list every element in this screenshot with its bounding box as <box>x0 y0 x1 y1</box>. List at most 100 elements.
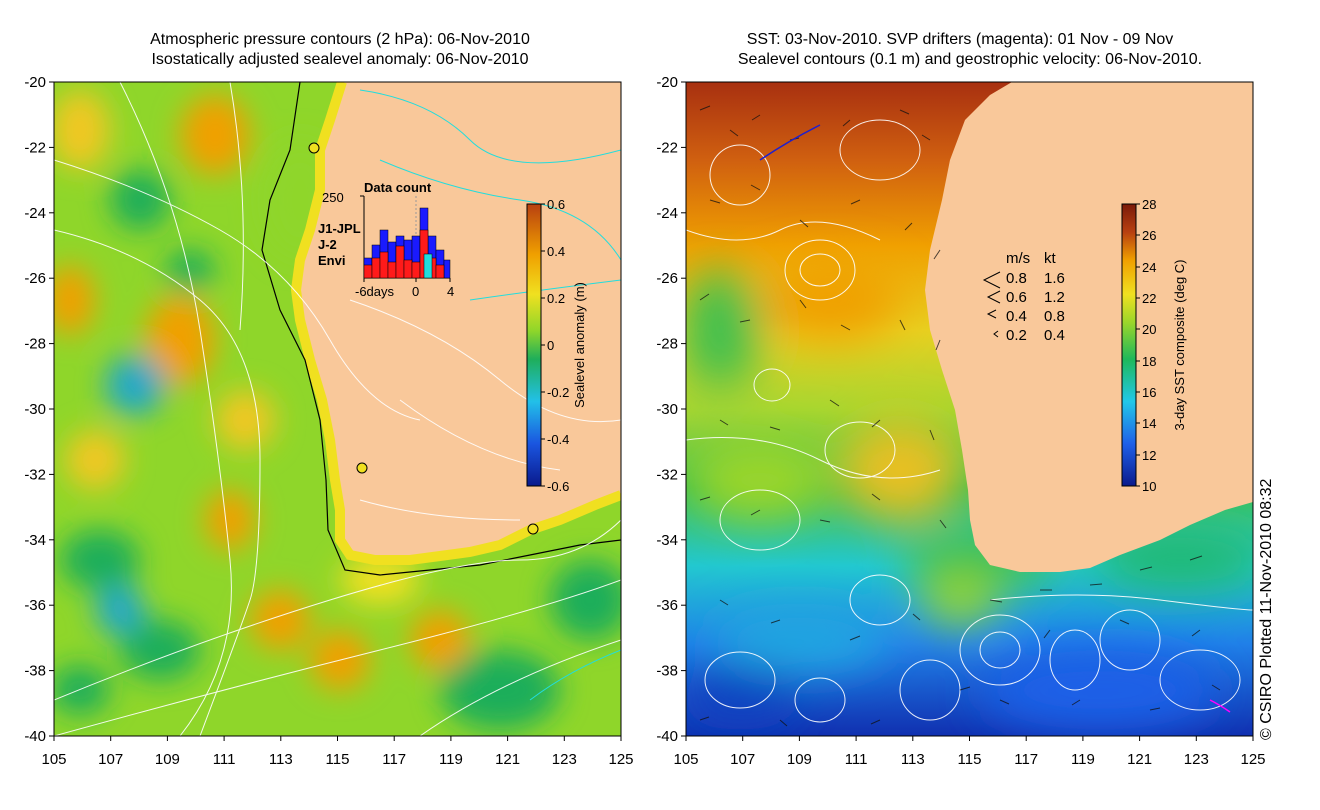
lat-tick-label: -34 <box>24 532 46 549</box>
inset-xlabel-end: 4 <box>447 284 454 299</box>
velocity-legend: m/s kt 0.8 1.6 0.6 1.2 0.4 0.8 0.2 0.4 <box>982 250 1065 344</box>
legend-kt: 0.8 <box>1044 308 1065 325</box>
lon-tick-label: 119 <box>1071 751 1095 768</box>
sla-tick: 0.2 <box>547 291 565 306</box>
legend-kt: 0.4 <box>1044 327 1065 344</box>
lon-tick-label: 115 <box>326 751 350 768</box>
lon-tick-label: 109 <box>787 751 812 768</box>
drifter-track <box>1209 699 1231 713</box>
lon-tick-label: 117 <box>382 751 406 768</box>
sla-tick: -0.4 <box>547 432 569 447</box>
australia-land-right <box>925 82 1253 572</box>
sst-tick: 24 <box>1142 260 1156 275</box>
right-map <box>686 82 1253 736</box>
legend-header-kt: kt <box>1044 250 1057 267</box>
lon-tick-label: 119 <box>439 751 463 768</box>
sst-colorbar: 28 26 24 22 20 18 16 14 12 10 3-day SST … <box>1121 197 1187 494</box>
sst-tick: 28 <box>1142 197 1156 212</box>
legend-ms: 0.4 <box>1006 308 1027 325</box>
lat-tick-label: -26 <box>24 270 46 287</box>
tide-gauge-marker <box>308 142 320 154</box>
lat-tick-label: -28 <box>24 336 46 353</box>
sst-tick: 20 <box>1142 322 1156 337</box>
lat-tick-label: -36 <box>24 597 46 614</box>
lon-tick-label: 117 <box>1014 751 1038 768</box>
lon-tick-label: 123 <box>1184 751 1209 768</box>
sst-tick: 16 <box>1142 385 1156 400</box>
inset-legend-j1: J1-JPL <box>318 221 361 236</box>
lon-tick-label: 109 <box>155 751 180 768</box>
sla-tick: 0 <box>547 338 554 353</box>
legend-kt: 1.2 <box>1044 289 1065 306</box>
lat-tick-label: -26 <box>656 270 678 287</box>
sst-tick: 12 <box>1142 448 1156 463</box>
lon-tick-label: 123 <box>552 751 577 768</box>
tide-gauge-marker <box>527 523 539 535</box>
left-map <box>54 82 621 736</box>
inset-xlabel-start: -6days <box>355 284 395 299</box>
inset-title: Data count <box>364 180 432 195</box>
tide-gauge-marker <box>356 462 368 474</box>
lon-tick-label: 121 <box>1127 751 1152 768</box>
lat-tick-label: -30 <box>656 401 678 418</box>
sst-tick: 22 <box>1142 291 1156 306</box>
sst-tick: 14 <box>1142 416 1156 431</box>
sla-tick: -0.2 <box>547 385 569 400</box>
lat-tick-label: -22 <box>656 139 678 156</box>
lat-tick-label: -22 <box>24 139 46 156</box>
lat-tick-label: -24 <box>24 205 46 222</box>
lat-tick-label: -36 <box>656 597 678 614</box>
lon-tick-label: 105 <box>673 751 698 768</box>
lat-tick-label: -20 <box>656 74 678 91</box>
lat-tick-label: -32 <box>656 466 678 483</box>
lon-tick-label: 113 <box>901 751 925 768</box>
lon-tick-label: 115 <box>958 751 982 768</box>
legend-header-ms: m/s <box>1006 250 1030 267</box>
lon-tick-label: 121 <box>495 751 520 768</box>
sst-colorbar-label: 3-day SST composite (deg C) <box>1172 260 1187 431</box>
lon-tick-label: 105 <box>41 751 66 768</box>
lat-tick-label: -38 <box>656 663 678 680</box>
sla-tick: 0.4 <box>547 244 565 259</box>
lon-tick-label: 111 <box>213 751 236 768</box>
credit-text: © CSIRO Plotted 11-Nov-2010 08:32 <box>1258 478 1275 740</box>
lat-tick-label: -32 <box>24 466 46 483</box>
right-title-line1: SST: 03-Nov-2010. SVP drifters (magenta)… <box>746 31 1174 48</box>
sla-tick: 0.6 <box>547 197 565 212</box>
sst-tick: 26 <box>1142 228 1156 243</box>
drifter-track <box>759 124 821 161</box>
lon-tick-label: 107 <box>98 751 123 768</box>
sst-tick: 18 <box>1142 354 1156 369</box>
right-title-line2: Sealevel contours (0.1 m) and geostrophi… <box>737 51 1203 68</box>
legend-kt: 1.6 <box>1044 270 1065 287</box>
lat-tick-label: -34 <box>656 532 678 549</box>
inset-legend-envi: Envi <box>318 253 345 268</box>
lon-tick-label: 125 <box>1240 751 1265 768</box>
lat-tick-label: -24 <box>656 205 678 222</box>
legend-ms: 0.2 <box>1006 327 1027 344</box>
sst-tick: 10 <box>1142 479 1156 494</box>
lat-tick-label: -40 <box>24 728 46 745</box>
lon-tick-label: 113 <box>269 751 293 768</box>
lat-tick-label: -40 <box>656 728 678 745</box>
inset-ymax-label: 250 <box>322 190 344 205</box>
lon-tick-label: 111 <box>845 751 868 768</box>
lat-tick-label: -28 <box>656 336 678 353</box>
legend-ms: 0.6 <box>1006 289 1027 306</box>
axis-labels: -20 -22 -24 -26 -28 -30 -32 -34 -36 -38 -40 105 107 1… <box>24 74 1265 768</box>
sla-colorbar: 0.6 0.4 0.2 0 -0.2 -0.4 -0.6 Sealevel an… <box>526 197 587 494</box>
sla-colorbar-label: Sealevel anomaly (m) <box>572 282 587 408</box>
lon-tick-label: 107 <box>730 751 755 768</box>
inset-xlabel-zero: 0 <box>412 284 419 299</box>
lon-tick-label: 125 <box>608 751 633 768</box>
lat-tick-label: -20 <box>24 74 46 91</box>
left-title-line2: Isostatically adjusted sealevel anomaly:… <box>151 51 529 68</box>
lat-tick-label: -30 <box>24 401 46 418</box>
left-title-line1: Atmospheric pressure contours (2 hPa): 0… <box>150 31 530 48</box>
data-count-inset: Data count 250 <box>318 180 454 299</box>
lat-tick-label: -38 <box>24 663 46 680</box>
inset-legend-j2: J-2 <box>318 237 337 252</box>
sla-tick: -0.6 <box>547 479 569 494</box>
legend-ms: 0.8 <box>1006 270 1027 287</box>
